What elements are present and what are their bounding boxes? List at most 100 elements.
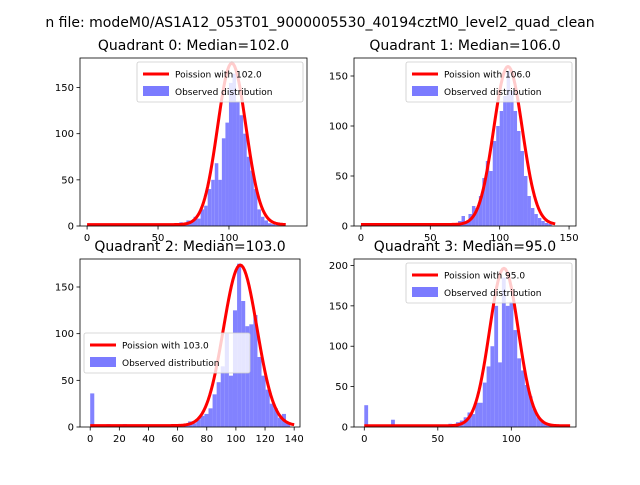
hist-bar — [467, 412, 472, 427]
y-tick-label: 50 — [61, 376, 74, 387]
hist-bar — [189, 221, 194, 226]
legend-patch-swatch — [412, 86, 438, 96]
axes-frame — [79, 258, 301, 428]
hist-bar — [90, 393, 95, 427]
hist-bar — [261, 375, 266, 427]
hist-bar — [196, 419, 201, 427]
hist-bar — [277, 417, 282, 427]
hist-bar — [245, 326, 250, 427]
hist-bar — [273, 408, 278, 427]
axes-frame — [353, 57, 577, 227]
hist-bar — [506, 71, 511, 226]
x-tick-label: 60 — [171, 434, 184, 445]
legend-label-observed: Observed distribution — [444, 289, 541, 299]
hist-bar — [482, 382, 487, 427]
hist-bar — [513, 330, 518, 427]
hist-bar — [510, 91, 514, 226]
hist-bar — [207, 189, 212, 226]
hist-bar — [216, 382, 221, 427]
subplot-title: Quadrant 0: Median=102.0 — [98, 38, 289, 54]
hist-bar — [527, 196, 531, 226]
hist-bar — [253, 315, 258, 427]
hist-bar — [513, 111, 518, 226]
y-tick-label: 100 — [55, 329, 74, 340]
y-tick-label: 150 — [329, 72, 348, 83]
hist-bar — [482, 178, 486, 226]
legend-patch-swatch — [412, 287, 438, 297]
x-tick-label: 0 — [361, 434, 367, 445]
hist-bar — [250, 170, 254, 226]
hist-bar — [218, 179, 222, 226]
legend-label-fit: Poission with 106.0 — [444, 71, 531, 81]
fit-line — [364, 266, 571, 428]
hist-bar — [520, 151, 524, 226]
subplot-3: 0 50 100 0 50 100 150 200 Quadrant 3: Median=95.… — [329, 239, 577, 445]
hist-bar — [475, 402, 479, 427]
hist-bar — [264, 220, 268, 226]
y-tick-label: 0 — [68, 423, 74, 434]
hist-bar — [275, 225, 279, 226]
x-tick-label: 50 — [424, 233, 437, 244]
legend: Poission with 95.0 Observed distribution — [405, 262, 573, 304]
hist-bar — [239, 115, 244, 226]
hist-bar — [461, 216, 465, 226]
y-tick-label: 100 — [329, 122, 348, 133]
y-tick-label: 200 — [329, 261, 348, 272]
hist-bar — [540, 421, 544, 427]
hist-bar — [236, 101, 240, 226]
hist-bar — [478, 196, 483, 226]
hist-bar — [257, 209, 261, 226]
hist-bar — [197, 218, 201, 226]
x-tick-label: 80 — [200, 434, 213, 445]
hist-bar — [478, 402, 483, 427]
subplot-title: Quadrant 3: Median=95.0 — [374, 239, 556, 255]
y-tick-label: 0 — [342, 222, 348, 233]
legend-label-observed: Observed distribution — [444, 88, 541, 98]
hist-bar — [534, 214, 538, 226]
legend-label-fit: Poission with 102.0 — [175, 71, 262, 81]
hist-bar — [267, 223, 272, 226]
legend-box — [136, 61, 304, 103]
hist-bar — [528, 396, 533, 427]
legend-label-observed: Observed distribution — [175, 88, 272, 98]
hist-bar — [475, 208, 479, 226]
hist-bar — [548, 224, 552, 226]
y-tick-label: 50 — [61, 175, 74, 186]
hist-bar — [269, 403, 274, 427]
subplot-title: Quadrant 2: Median=103.0 — [94, 239, 285, 255]
hist-bar — [265, 389, 270, 427]
x-tick-label: 0 — [84, 233, 90, 244]
hist-bar — [499, 111, 504, 226]
hist-bar — [364, 405, 369, 427]
hist-bar — [485, 161, 490, 226]
hist-bar — [523, 176, 528, 226]
hist-bar — [490, 346, 495, 427]
x-tick-label: 120 — [255, 434, 274, 445]
y-tick-label: 0 — [342, 423, 348, 434]
hist-bar — [271, 224, 276, 226]
y-tick-label: 150 — [55, 283, 74, 294]
fit-line — [360, 65, 556, 226]
legend: Poission with 103.0 Observed distribution — [83, 332, 251, 374]
hist-bar — [211, 179, 215, 226]
hist-bar — [257, 357, 262, 427]
subplot-0: 0 50 100 0 50 100 150 Quadrant 0: Median=102.0 P… — [55, 38, 308, 244]
legend-label-fit: Poission with 95.0 — [444, 272, 525, 282]
hist-bar — [221, 138, 226, 226]
hist-bar — [225, 122, 229, 226]
legend-label-observed: Observed distribution — [122, 359, 219, 369]
hist-bar — [503, 96, 507, 226]
hist-bar — [224, 333, 229, 427]
hist-bar — [494, 305, 499, 427]
hist-bar — [521, 370, 525, 427]
hist-bar — [492, 141, 497, 226]
hist-bar — [286, 423, 291, 427]
legend: Poission with 102.0 Observed distribution — [136, 61, 304, 103]
legend-box — [405, 61, 573, 103]
hist-bar — [204, 205, 208, 226]
hist-bar — [530, 208, 535, 226]
hist-bar — [489, 171, 493, 226]
x-tick-label: 100 — [502, 434, 521, 445]
hist-bar — [232, 73, 237, 226]
x-tick-label: 100 — [219, 233, 238, 244]
